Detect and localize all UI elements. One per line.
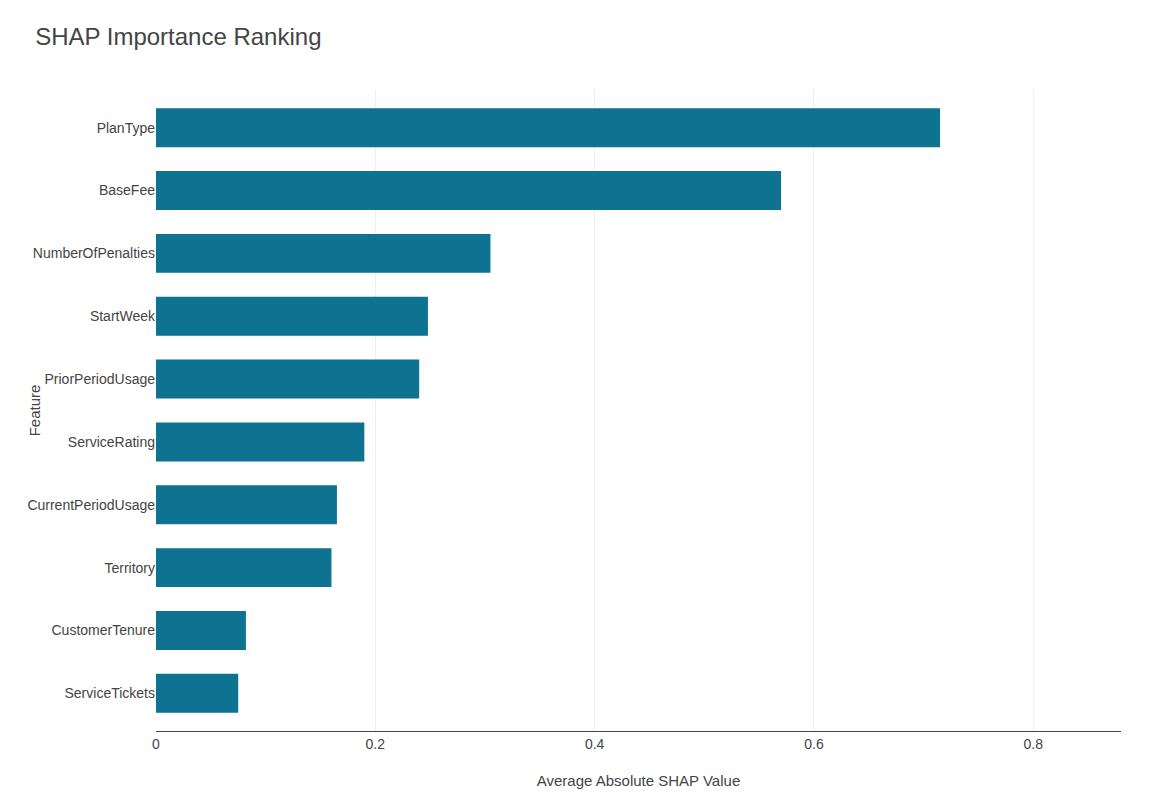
svg-text:0.8: 0.8 [1024,736,1044,752]
svg-text:StartWeek: StartWeek [90,308,156,324]
svg-text:0.2: 0.2 [366,736,386,752]
svg-text:CurrentPeriodUsage: CurrentPeriodUsage [27,497,155,513]
svg-text:PlanType: PlanType [97,120,156,136]
svg-text:ServiceTickets: ServiceTickets [64,685,155,701]
svg-text:0: 0 [152,736,160,752]
svg-text:0.4: 0.4 [585,736,605,752]
svg-text:SHAP Importance Ranking: SHAP Importance Ranking [35,23,321,50]
svg-text:CustomerTenure: CustomerTenure [52,622,156,638]
svg-text:Average Absolute SHAP Value: Average Absolute SHAP Value [537,772,740,789]
svg-text:Territory: Territory [104,560,155,576]
svg-text:Feature: Feature [26,385,43,437]
svg-text:ServiceRating: ServiceRating [68,434,155,450]
svg-text:PriorPeriodUsage: PriorPeriodUsage [45,371,156,387]
svg-text:BaseFee: BaseFee [99,182,155,198]
svg-text:0.6: 0.6 [804,736,824,752]
svg-text:NumberOfPenalties: NumberOfPenalties [33,245,155,261]
